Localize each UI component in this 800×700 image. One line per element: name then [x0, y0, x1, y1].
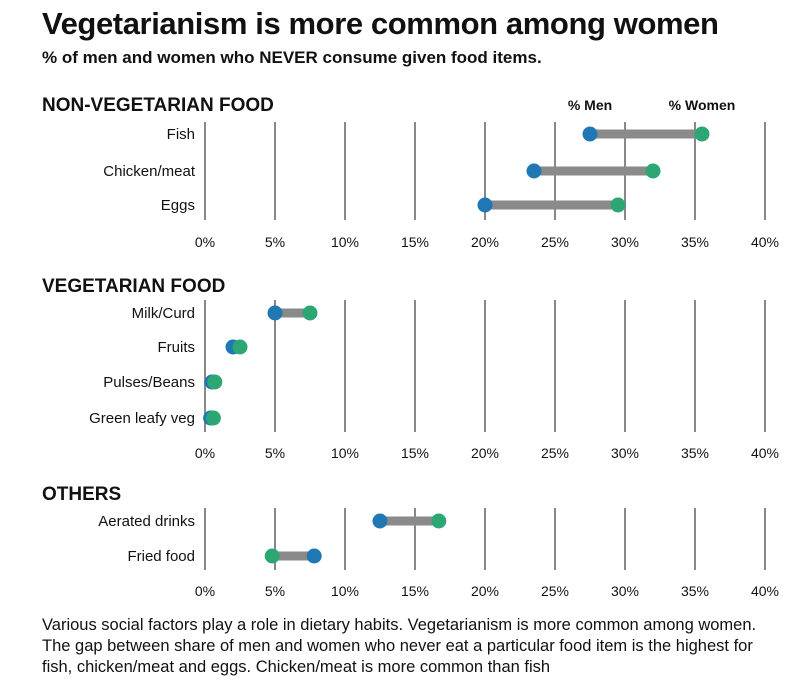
men-dot [372, 513, 388, 529]
chart-subtitle: % of men and women who NEVER consume giv… [42, 48, 542, 67]
tick-label: 35% [681, 234, 709, 250]
section-title: VEGETARIAN FOOD [42, 276, 225, 297]
men-dot [306, 548, 322, 564]
tick-label: 15% [401, 445, 429, 461]
tick-label: 20% [471, 583, 499, 599]
tick-label: 15% [401, 583, 429, 599]
tick-label: 0% [195, 445, 215, 461]
tick-label: 30% [611, 234, 639, 250]
women-dot [205, 410, 221, 426]
women-dot [302, 305, 318, 321]
tick-label: 25% [541, 583, 569, 599]
legend-men: % Men [568, 97, 612, 113]
row-label: Milk/Curd [132, 305, 195, 322]
men-dot [477, 197, 493, 213]
tick-label: 5% [265, 445, 285, 461]
row-label: Pulses/Beans [103, 374, 195, 391]
row-label: Eggs [161, 197, 195, 214]
tick-label: 40% [751, 583, 779, 599]
women-dot [431, 513, 447, 529]
legend-women: % Women [669, 97, 736, 113]
tick-label: 5% [265, 234, 285, 250]
tick-label: 25% [541, 445, 569, 461]
tick-label: 30% [611, 445, 639, 461]
tick-label: 35% [681, 445, 709, 461]
section-title: NON-VEGETARIAN FOOD [42, 95, 274, 116]
tick-label: 15% [401, 234, 429, 250]
row-label: Green leafy veg [89, 410, 195, 427]
women-dot [207, 374, 223, 390]
men-dot [267, 305, 283, 321]
tick-label: 10% [331, 445, 359, 461]
women-dot [232, 339, 248, 355]
tick-label: 20% [471, 234, 499, 250]
tick-label: 35% [681, 583, 709, 599]
tick-label: 30% [611, 583, 639, 599]
tick-label: 40% [751, 445, 779, 461]
tick-label: 10% [331, 234, 359, 250]
tick-label: 40% [751, 234, 779, 250]
men-dot [526, 163, 542, 179]
tick-label: 0% [195, 234, 215, 250]
tick-label: 5% [265, 583, 285, 599]
tick-label: 25% [541, 234, 569, 250]
section-title: OTHERS [42, 484, 121, 505]
tick-label: 20% [471, 445, 499, 461]
tick-label: 0% [195, 583, 215, 599]
men-dot [582, 126, 598, 142]
row-label: Fruits [158, 339, 196, 356]
row-label: Fried food [127, 548, 195, 565]
women-dot [645, 163, 661, 179]
women-dot [694, 126, 710, 142]
row-label: Aerated drinks [98, 513, 195, 530]
row-label: Fish [167, 126, 195, 143]
chart-caption: Various social factors play a role in di… [42, 616, 757, 676]
women-dot [264, 548, 280, 564]
tick-label: 10% [331, 583, 359, 599]
chart-title: Vegetarianism is more common among women [42, 6, 719, 41]
women-dot [610, 197, 626, 213]
row-label: Chicken/meat [103, 163, 196, 180]
